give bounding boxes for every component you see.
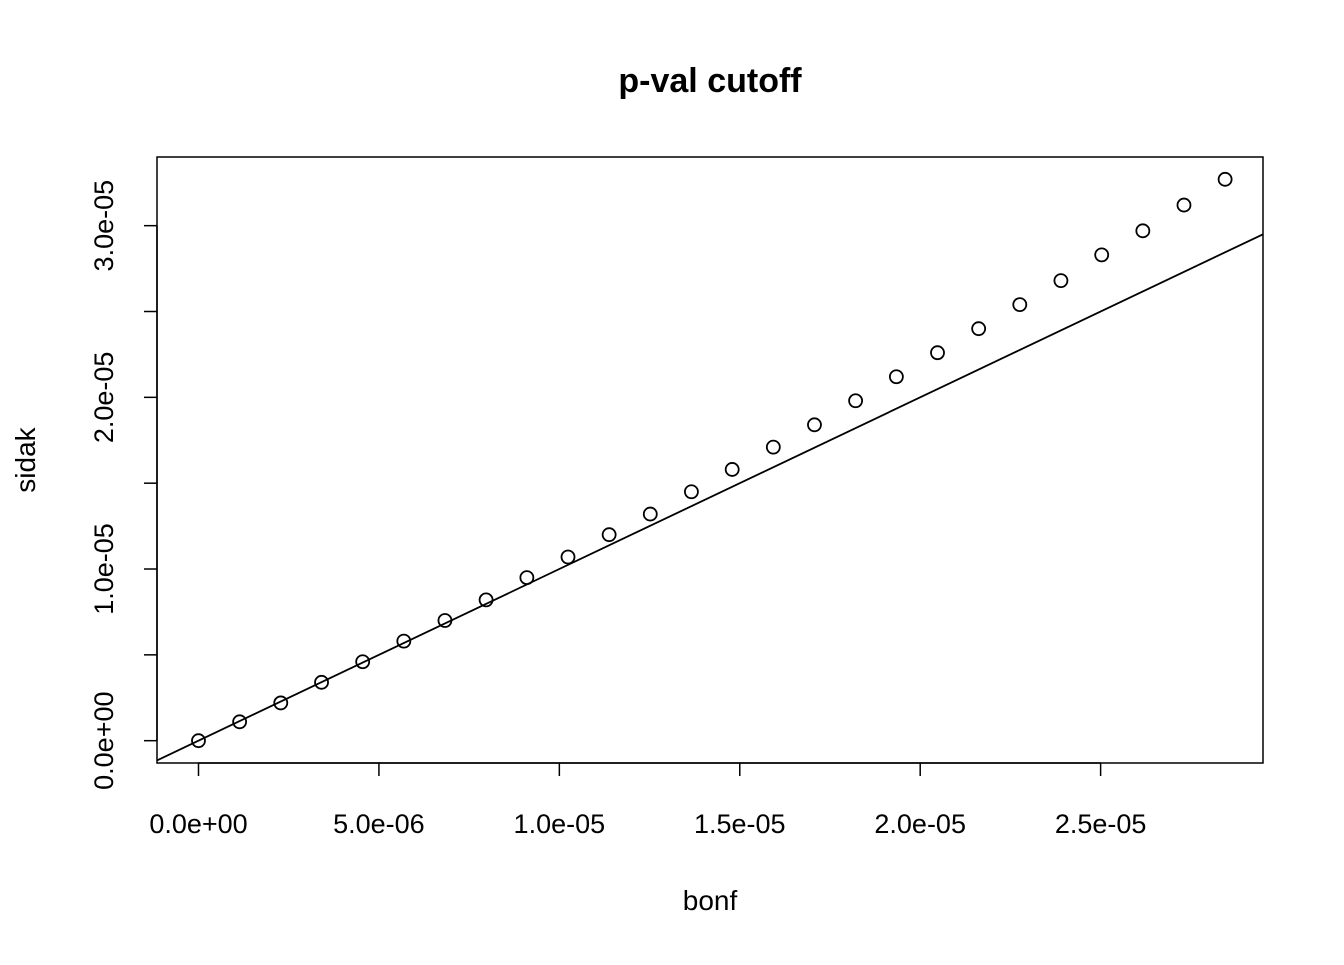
reference-line xyxy=(156,233,1264,762)
data-point xyxy=(355,654,371,670)
data-point xyxy=(396,633,412,649)
data-point xyxy=(1176,197,1192,213)
data-point xyxy=(848,393,864,409)
data-point xyxy=(314,674,329,690)
y-tick-label: 1.0e-05 xyxy=(89,523,119,615)
data-point xyxy=(930,345,945,361)
data-point xyxy=(1217,171,1233,187)
x-tick-label: 2.0e-05 xyxy=(874,809,966,839)
data-point xyxy=(971,321,987,337)
data-point xyxy=(642,506,658,522)
y-tick-label: 3.0e-05 xyxy=(89,180,119,272)
data-point xyxy=(273,695,289,711)
reference-line-layer xyxy=(156,233,1264,762)
data-point xyxy=(807,417,822,433)
data-point xyxy=(765,439,781,455)
data-point xyxy=(601,527,617,543)
data-point xyxy=(232,714,248,730)
x-tick-label: 1.0e-05 xyxy=(514,809,606,839)
data-point xyxy=(1053,273,1069,289)
x-tick-label: 5.0e-06 xyxy=(333,809,425,839)
x-tick-label: 0.0e+00 xyxy=(149,809,247,839)
points-layer xyxy=(191,171,1233,749)
data-point xyxy=(684,484,699,500)
data-point xyxy=(191,733,206,749)
x-axis: 0.0e+00 5.0e-06 1.0e-05 1.5e-05 2.0e-05 2.5e-… xyxy=(149,762,1147,839)
data-point xyxy=(724,462,740,477)
data-point xyxy=(560,549,576,565)
y-axis-label: sidak xyxy=(10,426,41,492)
data-point xyxy=(519,570,535,585)
data-point xyxy=(437,613,453,628)
x-axis-label: bonf xyxy=(683,885,738,916)
data-point xyxy=(1135,223,1151,239)
data-point xyxy=(888,369,904,385)
y-tick-label: 0.0e+00 xyxy=(89,692,119,790)
y-tick-label: 2.0e-05 xyxy=(89,352,119,444)
x-tick-label: 1.5e-05 xyxy=(694,809,786,839)
y-axis: 0.0e+00 1.0e-05 2.0e-05 3.0e-05 xyxy=(89,180,158,790)
chart-title: p-val cutoff xyxy=(618,62,802,100)
plot-frame xyxy=(156,156,1264,764)
data-point xyxy=(478,592,494,608)
data-point xyxy=(1094,247,1110,263)
x-tick-label: 2.5e-05 xyxy=(1055,809,1147,839)
data-point xyxy=(1012,297,1028,313)
